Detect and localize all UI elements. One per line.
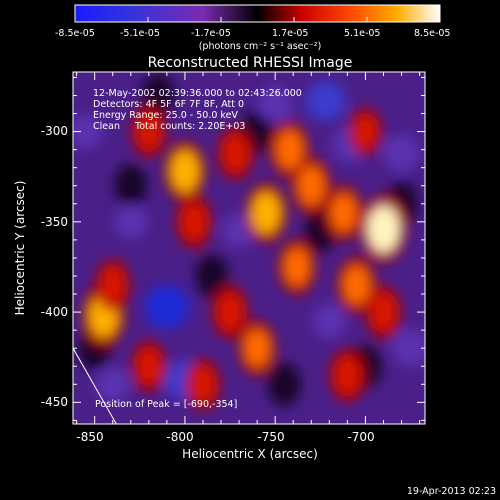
annotation-energy-range: Energy Range: 25.0 - 50.0 keV: [93, 110, 238, 121]
y-tick-label-0: -450: [41, 395, 68, 409]
dark-region-0: [114, 164, 148, 208]
hot-region-19: [354, 115, 377, 149]
cold-region-11: [95, 366, 131, 402]
dark-region-6: [267, 362, 301, 406]
cold-region-0: [145, 284, 189, 329]
hot-region-18: [136, 348, 161, 385]
hot-region-14: [334, 356, 361, 394]
cold-region-2: [305, 80, 346, 122]
hot-region-16: [244, 329, 271, 368]
hot-region-8: [283, 247, 310, 286]
hot-region-13: [370, 293, 397, 331]
heatmap-layer: [73, 73, 425, 424]
cold-region-4: [382, 134, 421, 172]
annotation-time-range: 12-May-2002 02:39:36.000 to 02:43:26.000: [93, 88, 302, 99]
hot-region-2: [136, 113, 161, 150]
footer-date: 19-Apr-2013 02:23: [407, 486, 496, 497]
cold-region-5: [391, 329, 425, 367]
annotation-detectors: Detectors: 4F 5F 6F 7F 8F, Att 0: [93, 99, 244, 110]
colorbar-tick-label-2: -1.7e-05: [191, 28, 231, 39]
hot-region-1: [100, 267, 125, 303]
y-axis-label: Heliocentric Y (arcsec): [13, 181, 27, 316]
chart-title: Reconstructed RHESSI Image: [148, 55, 353, 71]
y-tick-label-3: -300: [41, 124, 68, 138]
colorbar: [74, 4, 441, 23]
cold-region-7: [113, 204, 148, 239]
hot-region-6: [251, 191, 281, 234]
x-tick-label-3: -700: [347, 430, 374, 444]
hot-region-5: [222, 134, 249, 172]
cold-region-10: [73, 114, 103, 149]
peak-position-label: Position of Peak = [-690,-354]: [95, 399, 237, 410]
annotation-clean-counts: Clean Total counts: 2.20E+03: [93, 121, 245, 132]
x-axis-label: Heliocentric X (arcsec): [182, 447, 318, 461]
hot-region-3: [170, 150, 200, 193]
axis-ticks: [73, 72, 425, 424]
colorbar-tick-label-0: -8.5e-05: [55, 28, 95, 39]
x-tick-label-1: -800: [166, 430, 193, 444]
hot-region-12: [367, 205, 400, 253]
hot-region-11: [342, 265, 370, 305]
colorbar-unit-label: (photons cm⁻² s⁻¹ asec⁻²): [199, 41, 322, 52]
colorbar-ticks: [74, 17, 441, 22]
x-tick-label-2: -750: [257, 430, 284, 444]
cold-region-9: [312, 304, 347, 339]
hot-region-7: [276, 129, 304, 170]
plot-frame: [72, 71, 426, 425]
colorbar-tick-label-5: 8.5e-05: [414, 28, 450, 39]
x-tick-label-0: -850: [76, 430, 103, 444]
y-tick-label-1: -400: [41, 305, 68, 319]
hot-region-10: [330, 193, 357, 232]
hot-region-9: [297, 166, 325, 206]
hot-region-4: [181, 203, 207, 241]
cold-region-6: [257, 86, 293, 123]
colorbar-tick-label-1: -5.1e-05: [120, 28, 160, 39]
hot-region-17: [190, 366, 216, 403]
colorbar-tick-label-4: 5.1e-05: [344, 28, 380, 39]
hot-region-15: [217, 293, 243, 331]
colorbar-tick-label-3: 1.7e-05: [272, 28, 308, 39]
y-tick-label-2: -350: [41, 215, 68, 229]
dark-region-1: [195, 254, 229, 298]
solar-limb-line: [73, 347, 117, 424]
